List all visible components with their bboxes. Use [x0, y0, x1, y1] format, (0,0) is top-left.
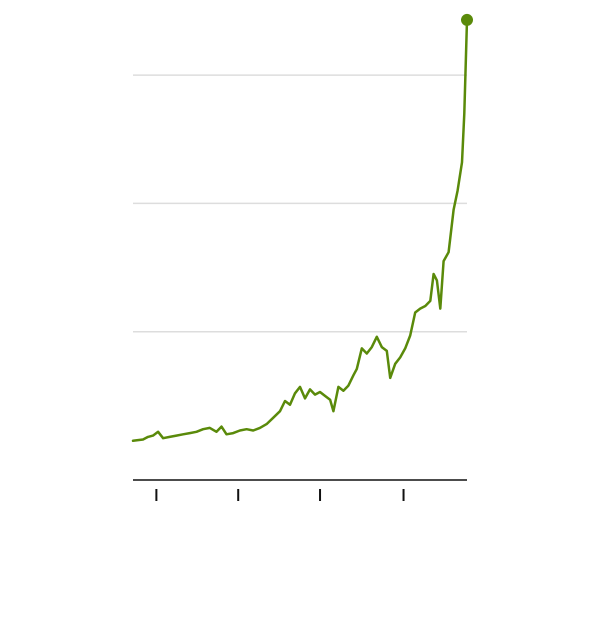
series-end-point: [461, 13, 473, 26]
series-layer: [131, 13, 473, 443]
series-line: [131, 18, 469, 443]
x-axis: [133, 479, 467, 501]
grid-layer: [133, 74, 467, 333]
